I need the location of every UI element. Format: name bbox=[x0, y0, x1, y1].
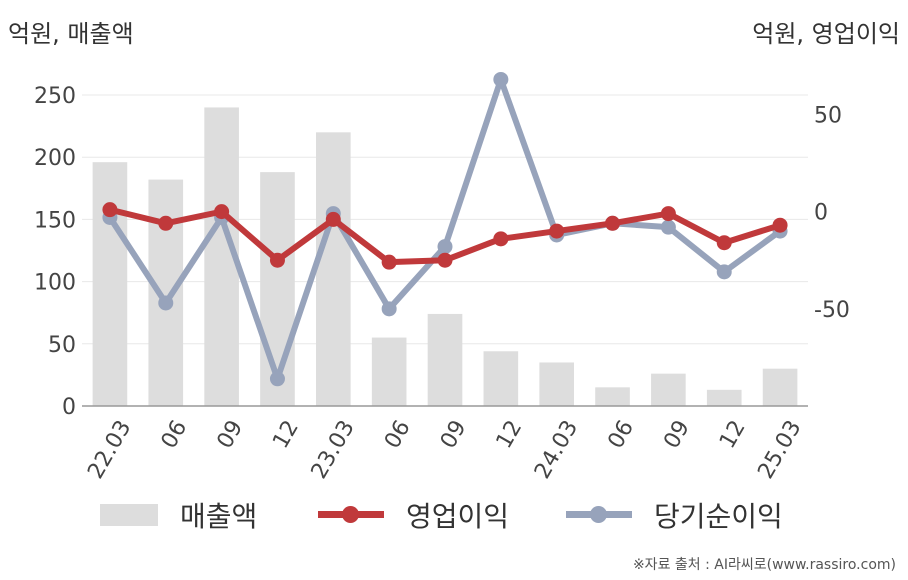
operating-profit-point bbox=[158, 215, 174, 231]
operating-profit-point bbox=[381, 254, 397, 270]
operating-profit-point bbox=[660, 206, 676, 222]
revenue-bar bbox=[483, 351, 519, 406]
source-note: ※자료 출처 : AI라씨로(www.rassiro.com) bbox=[632, 557, 896, 573]
left-axis-unit: 억원, 매출액 bbox=[8, 20, 134, 48]
net-income-point bbox=[493, 71, 509, 87]
revenue-bar bbox=[539, 362, 575, 406]
x-axis-tick-label: 22.03 bbox=[83, 416, 136, 480]
net-income-point bbox=[437, 239, 453, 255]
revenue-bar bbox=[315, 132, 351, 406]
x-axis-tick-label: 06 bbox=[157, 416, 193, 453]
left-axis-tick-label: 50 bbox=[48, 333, 76, 358]
operating-profit-point bbox=[437, 252, 453, 268]
x-axis-tick-label: 09 bbox=[659, 416, 695, 453]
right-axis-tick-label: 50 bbox=[814, 103, 842, 128]
operating-profit-point bbox=[493, 231, 509, 247]
right-axis-tick-label: 0 bbox=[814, 201, 828, 226]
operating-profit-point bbox=[269, 252, 285, 268]
revenue-bar bbox=[595, 387, 630, 406]
right-axis-tick-label: -50 bbox=[814, 298, 850, 323]
left-axis-tick-label: 100 bbox=[34, 271, 76, 296]
revenue-bar bbox=[92, 162, 128, 406]
legend-label-net-income: 당기순이익 bbox=[654, 500, 783, 533]
legend-swatch-net-income bbox=[566, 504, 632, 526]
left-axis-tick-label: 200 bbox=[34, 146, 76, 171]
revenue-bar bbox=[706, 389, 742, 406]
x-axis-tick-label: 09 bbox=[212, 416, 248, 453]
x-axis-tick-label: 09 bbox=[436, 416, 472, 453]
revenue-bar bbox=[371, 337, 407, 406]
right-axis-unit: 억원, 영업이익 bbox=[752, 20, 900, 48]
revenue-bar bbox=[148, 179, 184, 406]
x-axis-tick-label: 25.03 bbox=[753, 416, 806, 480]
x-axis-tick-label: 06 bbox=[603, 416, 639, 453]
left-axis-tick-label: 250 bbox=[34, 84, 76, 109]
operating-profit-point bbox=[605, 215, 621, 231]
legend-item-net-income: 당기순이익 bbox=[566, 490, 783, 540]
left-axis-tick-label: 0 bbox=[62, 395, 76, 420]
net-income-point bbox=[381, 301, 397, 317]
operating-profit-point bbox=[102, 202, 118, 218]
left-axis-tick-label: 150 bbox=[34, 208, 76, 233]
revenue-bar bbox=[427, 313, 463, 406]
x-axis-tick-label: 24.03 bbox=[530, 416, 583, 480]
x-axis-tick-label: 12 bbox=[268, 416, 304, 453]
legend-item-revenue: 매출액 bbox=[100, 490, 257, 540]
operating-profit-point bbox=[214, 204, 230, 220]
legend-label-operating-profit: 영업이익 bbox=[406, 500, 510, 533]
legend-item-operating-profit: 영업이익 bbox=[318, 490, 509, 540]
revenue-bar bbox=[651, 373, 686, 406]
x-axis-tick-label: 23.03 bbox=[307, 416, 360, 480]
x-axis-tick-label: 06 bbox=[380, 416, 416, 453]
net-income-point bbox=[269, 371, 285, 387]
legend-swatch-operating-profit bbox=[318, 504, 384, 526]
revenue-bar bbox=[762, 368, 798, 406]
revenue-bar bbox=[260, 172, 295, 406]
operating-profit-point bbox=[325, 211, 341, 227]
net-income-point bbox=[716, 264, 732, 280]
operating-profit-point bbox=[716, 235, 732, 251]
net-income-point bbox=[158, 295, 174, 311]
net-income-point bbox=[660, 219, 676, 235]
chart-legend: 매출액 영업이익 당기순이익 bbox=[0, 490, 908, 540]
operating-profit-point bbox=[549, 223, 565, 239]
legend-swatch-revenue bbox=[100, 504, 158, 526]
x-axis-tick-label: 12 bbox=[715, 416, 751, 453]
x-axis-tick-label: 12 bbox=[492, 416, 528, 453]
legend-label-revenue: 매출액 bbox=[180, 500, 258, 533]
operating-profit-point bbox=[772, 217, 788, 233]
